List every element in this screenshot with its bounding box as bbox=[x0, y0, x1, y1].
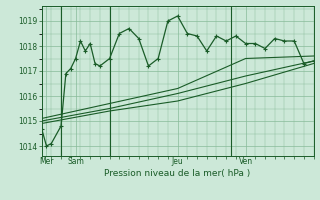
X-axis label: Pression niveau de la mer( hPa ): Pression niveau de la mer( hPa ) bbox=[104, 169, 251, 178]
